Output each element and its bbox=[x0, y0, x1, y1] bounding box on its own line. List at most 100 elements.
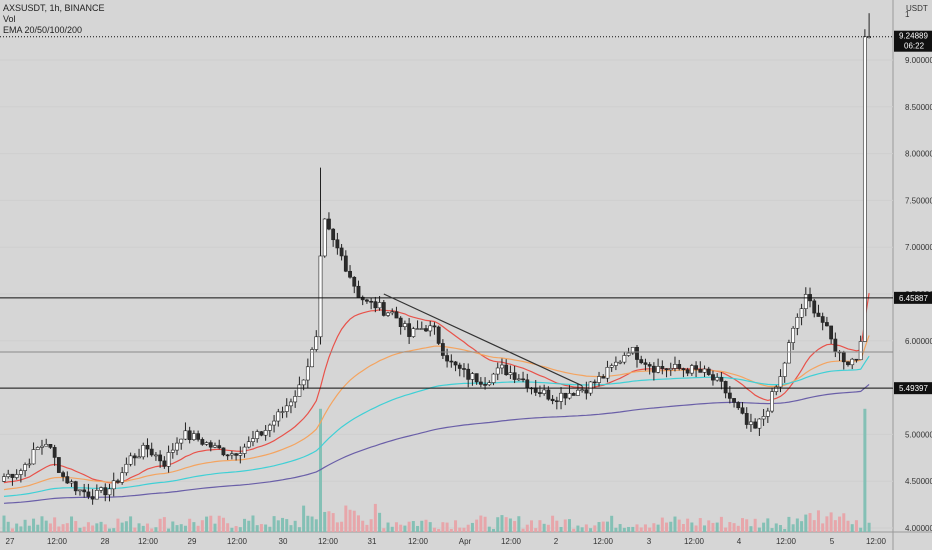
price-axis[interactable] bbox=[893, 0, 932, 550]
volume-bar bbox=[108, 528, 111, 532]
volume-bar bbox=[19, 526, 23, 532]
volume-bar bbox=[694, 525, 698, 532]
volume-bar bbox=[728, 522, 732, 532]
candle-countdown: 06:22 bbox=[904, 42, 925, 51]
volume-bar bbox=[487, 526, 491, 532]
volume-bar bbox=[521, 528, 525, 532]
volume-indicator-label[interactable]: Vol bbox=[3, 14, 16, 24]
trendline-layer[interactable] bbox=[383, 293, 583, 387]
volume-bar bbox=[470, 522, 474, 532]
volume-bar bbox=[390, 526, 394, 532]
candle-down bbox=[352, 276, 357, 287]
candle-up bbox=[618, 361, 623, 364]
volume-bar bbox=[331, 513, 335, 532]
volume-bar bbox=[293, 520, 297, 532]
candle-down bbox=[65, 476, 70, 484]
volume-bar bbox=[833, 520, 837, 532]
candle-up bbox=[749, 421, 753, 425]
trend-line[interactable] bbox=[383, 293, 583, 387]
volume-bar bbox=[449, 528, 453, 532]
candle-down bbox=[833, 338, 838, 353]
volume-bar bbox=[335, 522, 339, 532]
volume-bar bbox=[665, 522, 669, 532]
time-tick-label: 28 bbox=[101, 537, 110, 546]
volume-bar bbox=[842, 513, 846, 532]
volume-bar bbox=[120, 522, 124, 532]
volume-bar bbox=[154, 527, 158, 532]
candle-up bbox=[470, 373, 475, 380]
candle-down bbox=[824, 322, 829, 327]
candle-down bbox=[538, 392, 542, 394]
candle-up bbox=[154, 454, 158, 457]
volume-bar bbox=[766, 518, 770, 532]
volume-bar bbox=[281, 517, 285, 532]
volume-bar bbox=[627, 526, 631, 532]
candle-up bbox=[289, 401, 293, 407]
candle-down bbox=[694, 365, 698, 370]
candle-down bbox=[554, 400, 559, 403]
price-tick-label: 4.00000 bbox=[905, 524, 932, 533]
candle-up bbox=[487, 382, 492, 386]
volume-bar bbox=[854, 520, 858, 532]
volume-bar bbox=[513, 521, 517, 532]
volume-bar bbox=[162, 517, 166, 532]
volume-bar bbox=[681, 523, 685, 532]
volume-bar bbox=[631, 526, 635, 532]
candle-up bbox=[27, 463, 32, 466]
volume-bar bbox=[445, 522, 449, 532]
volume-bar bbox=[378, 512, 382, 532]
candle-up bbox=[301, 379, 306, 386]
ema-indicator-label[interactable]: EMA 20/50/100/200 bbox=[3, 25, 83, 35]
candle-up bbox=[204, 442, 209, 445]
volume-bar bbox=[306, 515, 310, 532]
candle-down bbox=[719, 377, 724, 382]
volume-bar bbox=[297, 527, 301, 532]
candle-down bbox=[664, 368, 669, 371]
volume-bar bbox=[863, 408, 867, 532]
candle-down bbox=[407, 323, 412, 337]
time-axis[interactable] bbox=[0, 532, 893, 550]
volume-bar bbox=[171, 521, 175, 532]
candle-up bbox=[609, 365, 614, 368]
candle-down bbox=[217, 445, 222, 449]
time-tick-label: 12:00 bbox=[47, 537, 68, 546]
volume-bar bbox=[454, 520, 458, 532]
volume-bar bbox=[420, 520, 424, 532]
symbol-title[interactable]: AXSUSDT, 1h, BINANCE bbox=[3, 3, 105, 13]
candle-up bbox=[419, 328, 424, 330]
volume-bar bbox=[259, 524, 263, 532]
candle-up bbox=[107, 488, 112, 496]
volume-bar bbox=[791, 524, 795, 532]
candle-up bbox=[702, 368, 707, 373]
level-price-tag bbox=[894, 291, 932, 304]
candle-down bbox=[681, 368, 686, 371]
volume-bar bbox=[458, 527, 462, 532]
volume-bar bbox=[572, 528, 576, 532]
candle-up bbox=[605, 367, 610, 379]
volume-bar bbox=[213, 523, 217, 532]
volume-bar bbox=[264, 524, 268, 532]
volume-bar bbox=[424, 519, 428, 532]
candle-up bbox=[508, 372, 513, 376]
candle-up bbox=[99, 487, 103, 491]
volume-bar bbox=[466, 524, 470, 532]
volume-bar bbox=[643, 524, 647, 532]
candle-down bbox=[740, 407, 745, 414]
volume-bar bbox=[504, 517, 508, 532]
volume-bar bbox=[749, 526, 753, 532]
volume-bar bbox=[238, 527, 242, 532]
candle-up bbox=[778, 376, 783, 388]
candle-up bbox=[276, 411, 281, 422]
volume-bar bbox=[57, 526, 61, 532]
candle-down bbox=[651, 365, 656, 373]
volume-bar bbox=[382, 528, 386, 532]
level-price-value: 6.45887 bbox=[899, 294, 928, 303]
ema-100-line bbox=[3, 355, 870, 497]
candle-up bbox=[2, 476, 6, 482]
levels-layer[interactable] bbox=[0, 36, 893, 389]
volume-bar bbox=[272, 516, 276, 532]
candle-down bbox=[601, 376, 606, 379]
volume-bar bbox=[348, 509, 352, 532]
